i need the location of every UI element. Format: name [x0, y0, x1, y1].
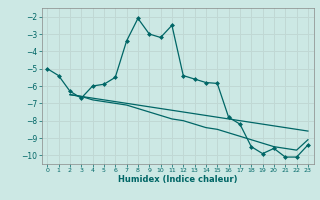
X-axis label: Humidex (Indice chaleur): Humidex (Indice chaleur) — [118, 175, 237, 184]
